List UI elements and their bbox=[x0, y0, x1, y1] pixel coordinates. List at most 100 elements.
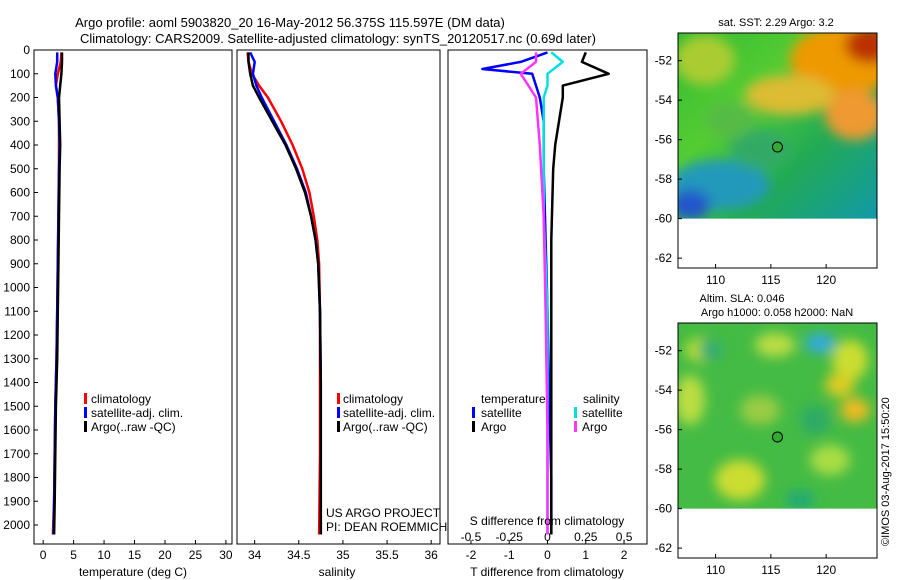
temperature-axes-frame bbox=[33, 49, 233, 545]
sla-map-title-1: Altim. SLA: 0.046 bbox=[700, 293, 785, 305]
difference-panel: -2 -1 0 1 2 -0.5 -0.25 0 0.25 0.5 T difference fr… bbox=[447, 49, 648, 579]
map-y-tick-label: -56 bbox=[655, 133, 673, 147]
x-tick-label: 0 bbox=[40, 548, 47, 562]
y-tick-label: 1400 bbox=[3, 376, 30, 390]
legend-label-argo: Argo(..raw -QC) bbox=[91, 420, 176, 434]
legend-swatch-t-satellite bbox=[472, 407, 475, 418]
legend-swatch-argo bbox=[337, 421, 340, 432]
sla-map-frame bbox=[677, 322, 878, 559]
series-line-s-satellite bbox=[542, 51, 565, 535]
y-tick-label: 500 bbox=[10, 162, 30, 176]
map-y-tick-label: -52 bbox=[655, 54, 673, 68]
x-tick-label: 0 bbox=[544, 548, 551, 562]
map-y-tick-label: -58 bbox=[655, 462, 673, 476]
x-tick-label: 25 bbox=[189, 548, 203, 562]
temperature-xlabel: temperature (deg C) bbox=[79, 565, 187, 579]
legend-swatch-climatology bbox=[84, 393, 87, 404]
y-tick-label: 1900 bbox=[3, 494, 30, 508]
x-tick-label: 20 bbox=[158, 548, 172, 562]
legend-swatch-argo bbox=[84, 421, 87, 432]
map-y-tick-label: -60 bbox=[655, 212, 673, 226]
legend-swatch-satellite-adj bbox=[337, 407, 340, 418]
legend-swatch-climatology bbox=[337, 393, 340, 404]
t-difference-xlabel: T difference from climatology bbox=[470, 565, 624, 579]
salinity-xlabel: salinity bbox=[319, 565, 356, 579]
y-tick-label: 1500 bbox=[3, 399, 30, 413]
y-tick-label: 2000 bbox=[3, 518, 30, 532]
series-line-satellite-adj-clim bbox=[249, 51, 323, 535]
no-data-region bbox=[678, 218, 877, 268]
x-tick-label: -1 bbox=[504, 548, 515, 562]
legend-swatch-satellite-adj bbox=[84, 407, 87, 418]
sst-map-panel: sat. SST: 2.29 Argo: 3.2 110 115 120 -52 -54… bbox=[655, 17, 878, 287]
series-line-argo-raw-qc bbox=[52, 52, 64, 535]
x-tick-label: 2 bbox=[621, 548, 628, 562]
x-tick-label: 36 bbox=[424, 548, 438, 562]
series-line-t-satellite bbox=[481, 51, 553, 535]
x-tick-label: 1 bbox=[582, 548, 589, 562]
y-tick-label: 300 bbox=[10, 114, 30, 128]
y-tick-label: 800 bbox=[10, 233, 30, 247]
salinity-legend: climatology satellite-adj. clim. Argo(..… bbox=[337, 392, 435, 434]
x-tick-label: 5 bbox=[70, 548, 77, 562]
legend-swatch-s-satellite bbox=[574, 407, 577, 418]
profile-location-marker bbox=[771, 431, 783, 443]
y-tick-label: 1600 bbox=[3, 423, 30, 437]
y-tick-label: 1300 bbox=[3, 352, 30, 366]
difference-legend: temperature salinity satellite Argo sate… bbox=[472, 392, 623, 434]
legend-label-climatology: climatology bbox=[91, 392, 151, 406]
map-y-tick-label: -60 bbox=[655, 502, 673, 516]
map-x-tick-label: 110 bbox=[706, 273, 725, 287]
x-tick-label: 35 bbox=[336, 548, 350, 562]
x-tick-label: 35.5 bbox=[375, 548, 399, 562]
series-line-argo-raw-qc bbox=[247, 52, 323, 535]
legend-label-t-argo: Argo bbox=[481, 420, 507, 434]
x-tick-label: 34 bbox=[248, 548, 262, 562]
y-tick-label: 0 bbox=[23, 43, 30, 57]
map-x-tick-label: 120 bbox=[816, 563, 836, 577]
title-line-2: Climatology: CARS2009. Satellite-adjuste… bbox=[80, 31, 596, 46]
y-tick-label: 1700 bbox=[3, 447, 30, 461]
series-line-t-argo bbox=[550, 51, 610, 535]
y-tick-label: 1000 bbox=[3, 281, 30, 295]
legend-label-climatology: climatology bbox=[343, 392, 403, 406]
project-annotation-1: US ARGO PROJECT bbox=[326, 506, 441, 520]
series-line-climatology bbox=[246, 52, 322, 535]
x-tick-label: -2 bbox=[466, 548, 477, 562]
map-y-tick-label: -54 bbox=[655, 383, 673, 397]
legend-label-argo: Argo(..raw -QC) bbox=[343, 420, 428, 434]
legend-swatch-s-argo bbox=[574, 421, 577, 432]
sla-heatmap bbox=[678, 323, 877, 511]
imos-credit: ©IMOS 03-Aug-2017 15:50:20 bbox=[880, 397, 892, 546]
y-tick-label: 400 bbox=[10, 138, 30, 152]
y-tick-label: 700 bbox=[10, 209, 30, 223]
map-y-tick-label: -54 bbox=[655, 93, 673, 107]
project-annotation-2: PI: DEAN ROEMMICH bbox=[326, 520, 447, 534]
profile-location-marker bbox=[771, 141, 783, 153]
y-tick-label: 1200 bbox=[3, 328, 30, 342]
sst-heatmap bbox=[678, 33, 877, 221]
legend-label-s-satellite: satellite bbox=[582, 406, 623, 420]
title-line-1: Argo profile: aoml 5903820_20 16-May-201… bbox=[75, 15, 505, 30]
x-tick-label: 15 bbox=[128, 548, 142, 562]
s-tick-label: 0.5 bbox=[616, 530, 633, 544]
s-tick-label: 0 bbox=[544, 530, 551, 544]
map-y-tick-label: -62 bbox=[655, 541, 673, 555]
no-data-region bbox=[678, 508, 877, 558]
map-y-tick-label: -62 bbox=[655, 251, 673, 265]
s-difference-xlabel: S difference from climatology bbox=[470, 514, 625, 528]
s-tick-label: 0.25 bbox=[574, 530, 598, 544]
legend-label-satellite-adj: satellite-adj. clim. bbox=[91, 406, 183, 420]
salinity-axes-frame bbox=[236, 49, 441, 545]
sla-map-title-2: Argo h1000: 0.058 h2000: NaN bbox=[701, 307, 853, 319]
temperature-legend: climatology satellite-adj. clim. Argo(..… bbox=[84, 392, 183, 434]
map-y-tick-label: -52 bbox=[655, 344, 673, 358]
map-x-tick-label: 115 bbox=[761, 563, 780, 577]
sst-map-frame bbox=[677, 32, 878, 269]
legend-swatch-t-argo bbox=[472, 421, 475, 432]
y-tick-label: 1100 bbox=[4, 304, 30, 318]
legend-label-s-argo: Argo bbox=[582, 420, 608, 434]
map-x-tick-label: 120 bbox=[816, 273, 836, 287]
map-y-tick-label: -58 bbox=[655, 172, 673, 186]
